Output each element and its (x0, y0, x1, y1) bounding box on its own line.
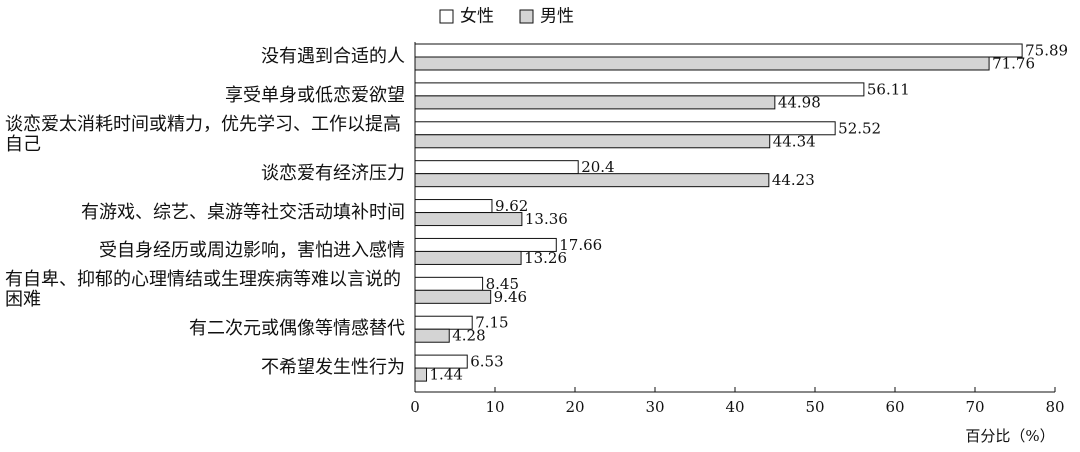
value-label: 1.44 (430, 366, 463, 384)
category-label: 有游戏、综艺、桌游等社交活动填补时间 (81, 201, 405, 223)
bar (414, 328, 450, 343)
legend-label: 女性 (460, 7, 494, 27)
bar (414, 56, 990, 71)
category-label: 有自卑、抑郁的心理情结或生理疾病等难以言说的困难 (5, 269, 401, 311)
value-label: 13.36 (525, 210, 568, 228)
value-label: 44.23 (772, 171, 815, 189)
bar (414, 367, 428, 382)
x-tick-label: 10 (485, 398, 504, 416)
value-label: 20.4 (581, 158, 614, 176)
value-label: 52.52 (838, 119, 881, 137)
bar (414, 160, 579, 175)
category-label: 不希望发生性行为 (261, 357, 405, 379)
value-label: 6.53 (470, 353, 503, 371)
x-tick-label: 20 (565, 398, 584, 416)
x-tick-label: 80 (1045, 398, 1064, 416)
x-tick-label: 30 (645, 398, 664, 416)
x-tick-label: 50 (805, 398, 824, 416)
category-label: 没有遇到合适的人 (261, 46, 405, 67)
legend-swatch (519, 9, 534, 24)
x-axis-label: 百分比（%） (965, 427, 1054, 445)
category-label: 受自身经历或周边影响，害怕进入感情 (99, 240, 405, 262)
bar (414, 250, 522, 265)
bar (414, 289, 492, 304)
x-tick-label: 0 (410, 398, 420, 416)
category-label: 有二次元或偶像等情感替代 (189, 318, 405, 340)
value-label: 4.28 (452, 327, 485, 345)
category-label: 享受单身或低恋爱欲望 (225, 84, 405, 106)
category-label: 谈恋爱太消耗时间或精力，优先学习、工作以提高自己 (5, 113, 401, 155)
value-label: 44.98 (778, 93, 821, 111)
value-label: 13.26 (524, 249, 567, 267)
bar (414, 95, 776, 110)
bar (414, 199, 493, 214)
bar (414, 173, 770, 188)
value-label: 9.62 (495, 197, 528, 215)
value-label: 8.45 (486, 275, 519, 293)
category-label: 谈恋爱有经济压力 (261, 162, 405, 184)
x-tick-label: 70 (965, 398, 984, 416)
legend-swatch (439, 9, 454, 24)
legend-label: 男性 (540, 7, 574, 27)
x-tick-label: 60 (885, 398, 904, 416)
bar (414, 212, 523, 227)
bar (414, 276, 484, 291)
value-label: 17.66 (559, 236, 602, 254)
bar (414, 354, 468, 369)
value-label: 44.34 (773, 132, 816, 150)
value-label: 56.11 (867, 80, 910, 98)
bar (414, 134, 771, 149)
value-label: 75.89 (1025, 42, 1068, 60)
value-label: 7.15 (475, 314, 508, 332)
value-label: 9.46 (494, 288, 527, 306)
x-tick-label: 40 (725, 398, 744, 416)
bar (414, 43, 1023, 58)
value-label: 71.76 (992, 55, 1035, 73)
